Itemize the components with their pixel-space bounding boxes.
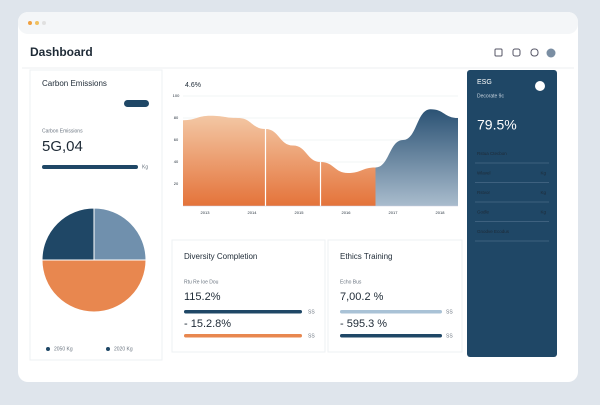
area-chart: 20 40 60 80 100 2013 2014 2015 2016 2017 2018 xyxy=(173,93,458,215)
esg-row-value: Kg xyxy=(540,210,546,215)
carbon-button[interactable] xyxy=(124,100,149,107)
x-tick-label: 2015 xyxy=(295,210,305,215)
dot xyxy=(42,21,46,25)
esg-row-label: Rstua Ctecbon xyxy=(477,151,507,156)
diversity-value: 115.2% xyxy=(184,291,221,303)
diversity-bar2-label: SS xyxy=(308,333,315,339)
diversity-panel xyxy=(171,239,326,353)
y-tick-label: 60 xyxy=(174,137,179,142)
esg-subtitle: Decorate 9c xyxy=(477,93,504,99)
title-bar xyxy=(18,12,578,34)
diversity-bar2 xyxy=(184,334,302,338)
header-icons[interactable] xyxy=(494,48,556,58)
diversity-value2: - 15.2.8% xyxy=(184,318,231,330)
x-tick-label: 2018 xyxy=(436,210,446,215)
area xyxy=(375,109,458,206)
legend-item: 2020 Kg xyxy=(114,346,133,352)
ethics-bar xyxy=(340,310,442,314)
diversity-bar xyxy=(184,310,302,314)
carbon-bar xyxy=(42,165,138,169)
ethics-bar2-label: SS xyxy=(446,333,453,339)
trend-title: 4.6% xyxy=(185,82,201,89)
header-title: Dashboard xyxy=(30,45,93,59)
y-tick-label: 80 xyxy=(174,115,179,120)
esg-icon[interactable] xyxy=(535,81,545,91)
esg-row-label: Rstvor xyxy=(477,190,491,195)
dot xyxy=(28,21,32,25)
area xyxy=(183,115,376,206)
ethics-value2: - 595.3 % xyxy=(340,318,387,330)
esg-rows: Rstua Ctecbon Wlavel Kg Rstvor Kg Godle Kg Gnod… xyxy=(475,151,549,242)
pie-slice xyxy=(41,259,147,313)
ethics-bar-label: SS xyxy=(446,309,453,315)
esg-title: ESG xyxy=(477,79,492,86)
x-tick-label: 2017 xyxy=(389,210,399,215)
esg-value: 79.5% xyxy=(477,117,517,133)
ethics-label: Echo Bus xyxy=(340,279,362,285)
legend-dot xyxy=(46,347,50,351)
legend-dot xyxy=(106,347,110,351)
legend-item: 2050 Kg xyxy=(54,346,73,352)
pie-slice xyxy=(93,207,147,261)
esg-row-label: Godle xyxy=(477,210,490,215)
diversity-title: Diversity Completion xyxy=(184,252,257,261)
dot xyxy=(35,21,39,25)
diversity-label: Rtu Re Ioe Dou xyxy=(184,279,219,285)
esg-row-label: Wlavel xyxy=(477,171,491,176)
ethics-value: 7,00.2 % xyxy=(340,291,384,303)
esg-row-value: Kg xyxy=(540,171,546,176)
esg-row-label: Gnodve Ecodus xyxy=(477,229,510,234)
y-tick-label: 100 xyxy=(173,93,180,98)
carbon-label: Carbon Emissions xyxy=(42,128,83,134)
carbon-bar-label: Kg xyxy=(142,164,148,170)
y-tick-label: 20 xyxy=(174,181,179,186)
esg-row-value: Kg xyxy=(540,190,546,195)
ethics-panel xyxy=(327,239,463,353)
ethics-title: Ethics Training xyxy=(340,252,392,261)
carbon-title: Carbon Emissions xyxy=(42,79,107,88)
y-tick-label: 40 xyxy=(174,159,179,164)
pie-chart xyxy=(41,207,147,313)
x-tick-label: 2013 xyxy=(201,210,211,215)
pie-slice xyxy=(41,207,95,261)
esg-panel xyxy=(467,70,557,357)
diversity-bar-label: SS xyxy=(308,309,315,315)
x-tick-label: 2014 xyxy=(248,210,258,215)
ethics-bar2 xyxy=(340,334,442,338)
x-tick-label: 2016 xyxy=(342,210,352,215)
carbon-value: 5G,04 xyxy=(42,138,83,155)
